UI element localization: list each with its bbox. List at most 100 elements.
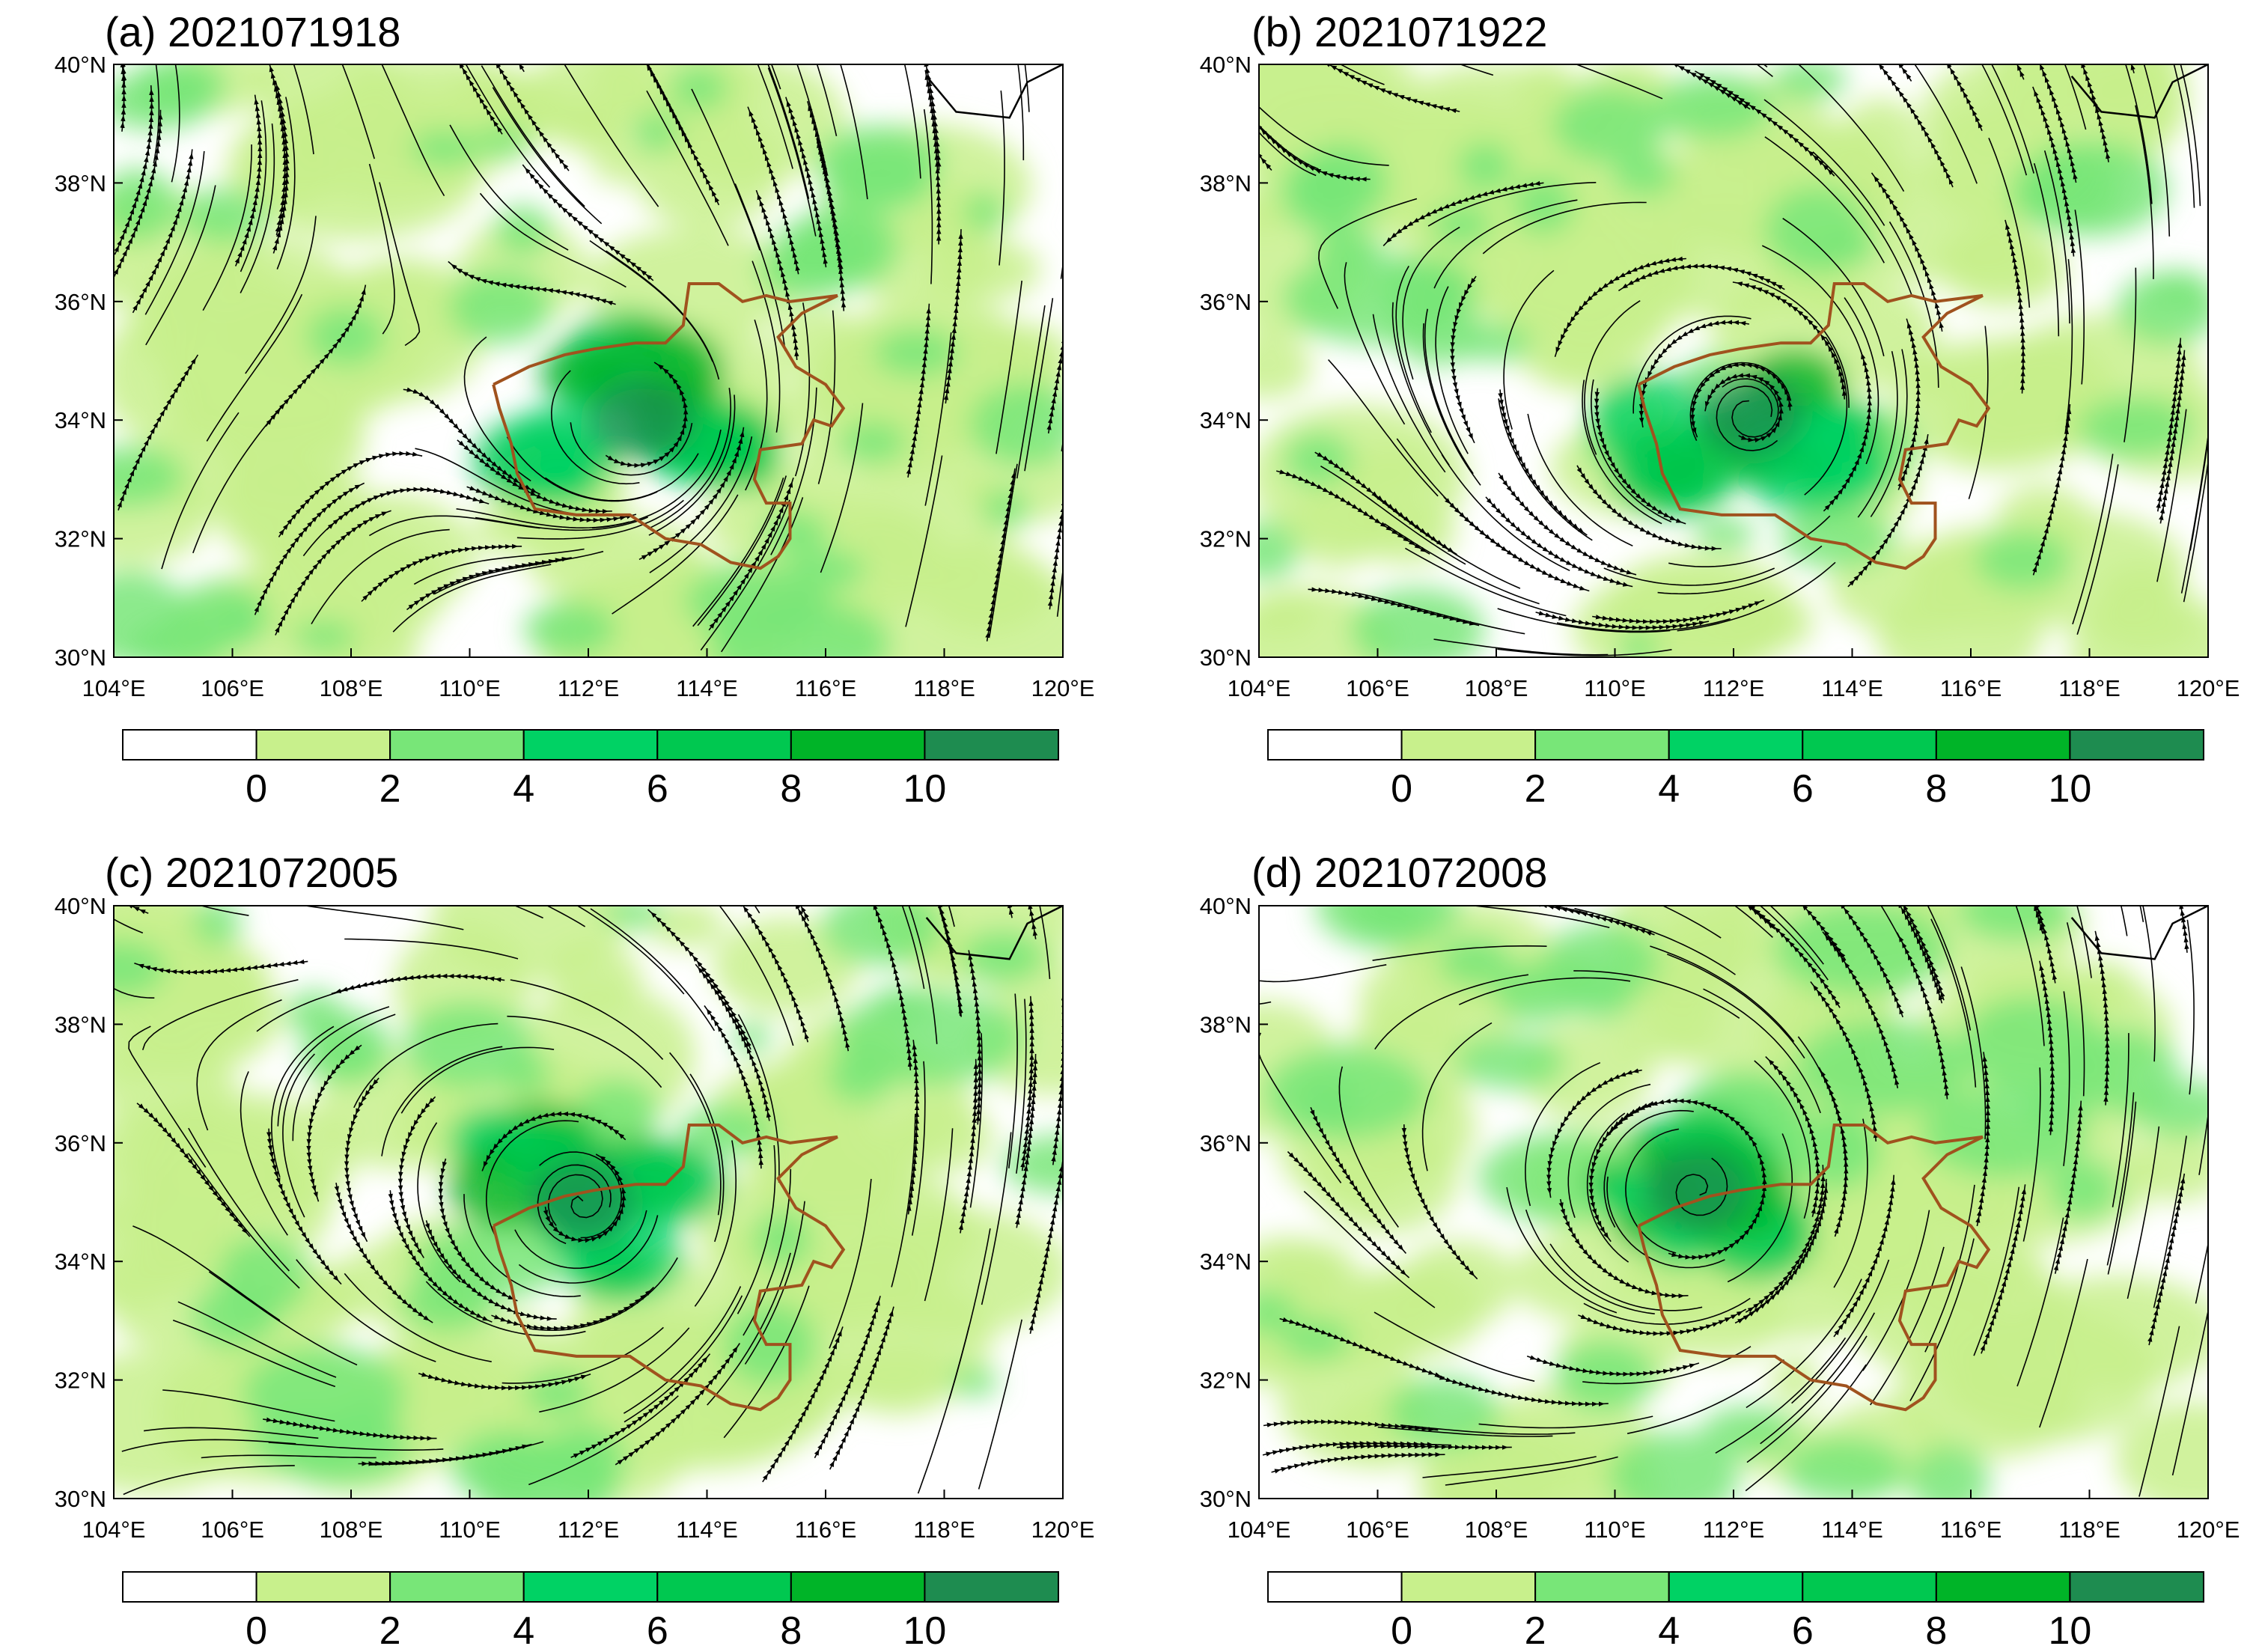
x-tick-label: 104°E bbox=[1228, 1517, 1291, 1543]
x-tick-label: 118°E bbox=[2058, 675, 2121, 701]
colorbar-box bbox=[255, 1571, 391, 1603]
colorbar-box bbox=[656, 1571, 792, 1603]
map-area bbox=[1259, 906, 2208, 1499]
colorbar-label: 10 bbox=[903, 1609, 947, 1652]
x-tick-label: 106°E bbox=[1346, 675, 1409, 701]
streamlines bbox=[1259, 906, 2208, 1497]
colorbar-box bbox=[522, 729, 659, 761]
colorbar: 0 2 4 6 8 10 bbox=[122, 729, 1060, 811]
province-outline bbox=[1637, 282, 1991, 570]
x-tick-label: 120°E bbox=[2177, 1517, 2240, 1543]
x-tick-label: 106°E bbox=[201, 675, 264, 701]
y-tick-label: 36°N bbox=[55, 289, 106, 315]
colorbar-box bbox=[1534, 729, 1670, 761]
y-tick-label: 32°N bbox=[1200, 526, 1252, 552]
colorbar-box bbox=[790, 1571, 926, 1603]
y-tick-label: 32°N bbox=[55, 1368, 106, 1394]
x-tick-label: 118°E bbox=[913, 1517, 975, 1543]
coastline bbox=[925, 64, 1063, 119]
x-tick-label: 112°E bbox=[558, 675, 620, 701]
y-tick-label: 30°N bbox=[55, 644, 106, 671]
streamlines bbox=[114, 906, 1063, 1496]
panel-d: (d) 2021072008 104°E 106°E 108°E 110°E 112°E 1… bbox=[1200, 849, 2240, 1652]
colorbar-box bbox=[1267, 1571, 1403, 1603]
map-area bbox=[114, 906, 1063, 1499]
panel-title: (c) 2021072005 bbox=[105, 849, 398, 896]
colorbar-box bbox=[1668, 1571, 1804, 1603]
colorbar-label: 6 bbox=[1792, 1609, 1814, 1652]
y-tick-label: 30°N bbox=[1200, 644, 1252, 671]
colorbar-label: 6 bbox=[647, 767, 668, 811]
colorbar-box bbox=[1802, 1571, 1937, 1603]
x-tick-label: 110°E bbox=[1584, 1517, 1646, 1543]
panel-b: (b) 2021071922 104°E 106°E 108°E 110°E 112°E 1… bbox=[1200, 8, 2240, 811]
y-tick-label: 36°N bbox=[1200, 1130, 1252, 1156]
colorbar-label: 6 bbox=[1792, 767, 1814, 811]
colorbar-box bbox=[389, 729, 525, 761]
y-tick-label: 34°N bbox=[1200, 407, 1252, 433]
x-tick-label: 104°E bbox=[1228, 675, 1291, 701]
x-tick-label: 104°E bbox=[82, 1517, 146, 1543]
y-tick-label: 40°N bbox=[1200, 893, 1252, 919]
colorbar-label: 8 bbox=[780, 1609, 802, 1652]
y-tick-label: 34°N bbox=[1200, 1249, 1252, 1275]
x-tick-label: 114°E bbox=[1821, 675, 1883, 701]
colorbar-label: 0 bbox=[246, 1609, 267, 1652]
colorbar: 0 2 4 6 8 10 bbox=[1267, 1571, 2204, 1652]
streamlines bbox=[114, 64, 1063, 653]
colorbar-box bbox=[1668, 729, 1804, 761]
colorbar-box bbox=[2069, 729, 2204, 761]
colorbar-box bbox=[255, 729, 391, 761]
colorbar-label: 4 bbox=[1658, 1609, 1680, 1652]
y-tick-label: 38°N bbox=[55, 1011, 106, 1037]
y-tick-label: 30°N bbox=[55, 1486, 106, 1512]
x-tick-label: 108°E bbox=[1465, 675, 1528, 701]
colorbar-label: 10 bbox=[2049, 1609, 2092, 1652]
x-tick-label: 110°E bbox=[1584, 675, 1646, 701]
colorbar-label: 2 bbox=[1525, 1609, 1546, 1652]
colorbar-label: 8 bbox=[1925, 1609, 1947, 1652]
x-tick-label: 114°E bbox=[676, 1517, 738, 1543]
colorbar-label: 2 bbox=[1525, 767, 1546, 811]
y-tick-label: 38°N bbox=[1200, 170, 1252, 196]
y-tick-label: 34°N bbox=[55, 407, 106, 433]
colorbar: 0 2 4 6 8 10 bbox=[1267, 729, 2204, 811]
x-tick-label: 116°E bbox=[1940, 1517, 2002, 1543]
province-outline bbox=[492, 282, 846, 570]
colorbar-label: 6 bbox=[647, 1609, 668, 1652]
province-outline bbox=[492, 1124, 846, 1412]
colorbar-label: 10 bbox=[903, 767, 947, 811]
colorbar-label: 0 bbox=[1391, 1609, 1412, 1652]
x-tick-label: 114°E bbox=[676, 675, 738, 701]
colorbar-box bbox=[122, 729, 257, 761]
colorbar-box bbox=[1935, 1571, 2071, 1603]
colorbar-box bbox=[656, 729, 792, 761]
x-tick-label: 112°E bbox=[1703, 1517, 1765, 1543]
x-tick-label: 116°E bbox=[795, 1517, 857, 1543]
colorbar-label: 2 bbox=[379, 1609, 401, 1652]
y-tick-label: 38°N bbox=[1200, 1011, 1252, 1037]
panel-title: (d) 2021072008 bbox=[1252, 849, 1547, 896]
colorbar-label: 8 bbox=[780, 767, 802, 811]
x-tick-label: 110°E bbox=[439, 1517, 501, 1543]
colorbar-label: 0 bbox=[1391, 767, 1412, 811]
colorbar-box bbox=[2069, 1571, 2204, 1603]
coastline bbox=[2070, 906, 2208, 960]
coastline bbox=[925, 906, 1063, 960]
y-tick-label: 40°N bbox=[55, 893, 106, 919]
y-tick-label: 40°N bbox=[1200, 52, 1252, 78]
x-tick-label: 120°E bbox=[1031, 1517, 1095, 1543]
y-tick-label: 40°N bbox=[55, 52, 106, 78]
province-outline bbox=[1637, 1124, 1991, 1412]
x-tick-label: 108°E bbox=[320, 1517, 383, 1543]
colorbar-box bbox=[1534, 1571, 1670, 1603]
x-tick-label: 112°E bbox=[558, 1517, 620, 1543]
x-tick-label: 108°E bbox=[1465, 1517, 1528, 1543]
x-tick-label: 106°E bbox=[201, 1517, 264, 1543]
map-area bbox=[1259, 64, 2208, 657]
y-tick-label: 34°N bbox=[55, 1249, 106, 1275]
colorbar-box bbox=[1267, 729, 1403, 761]
colorbar-label: 4 bbox=[513, 767, 534, 811]
